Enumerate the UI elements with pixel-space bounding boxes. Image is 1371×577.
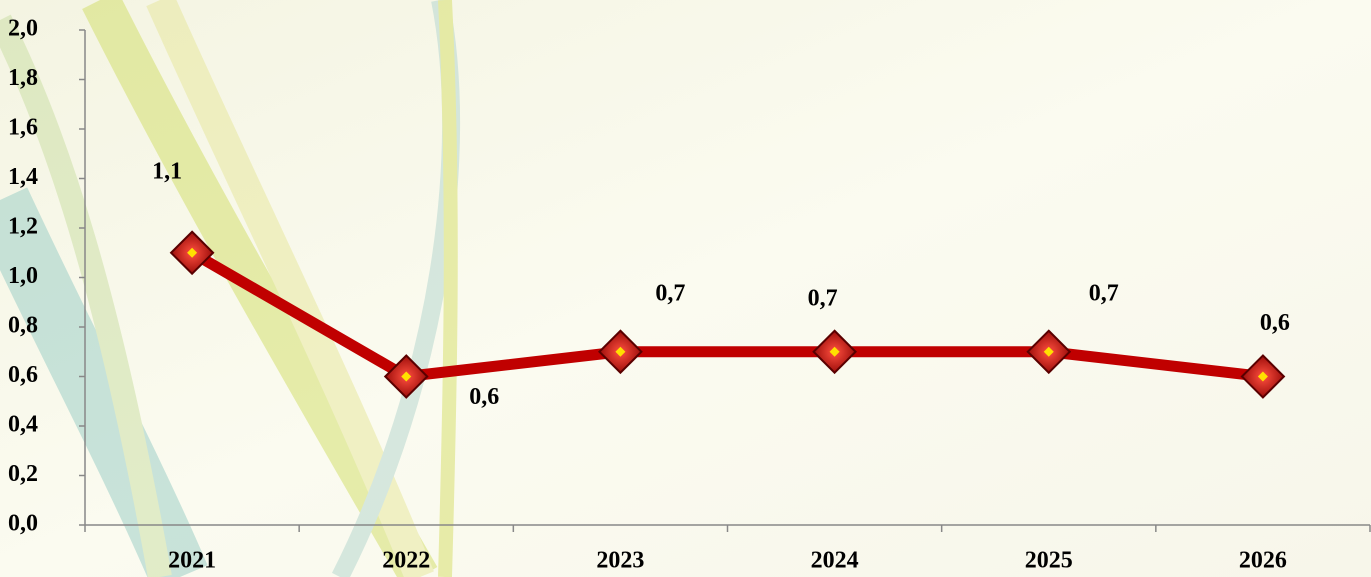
y-tick-label: 0,8 [8,313,38,339]
value-label: 0,6 [1260,310,1290,336]
y-tick-label: 0,4 [8,412,38,438]
marker-center [187,247,198,258]
x-tick-label: 2023 [596,548,644,574]
y-tick-label: 1,8 [8,65,38,91]
marker-center [615,346,626,357]
marker-center [401,371,412,382]
data-line [189,247,1264,382]
x-tick-label: 2024 [811,548,859,574]
value-label: 0,7 [1089,280,1119,306]
y-tick-label: 1,0 [8,263,38,289]
y-tick-label: 1,6 [8,115,38,141]
x-tick-label: 2026 [1239,548,1287,574]
y-tick-label: 1,4 [8,164,38,190]
marker-center [1257,371,1268,382]
y-tick-label: 2,0 [8,16,38,42]
value-label: 0,7 [808,285,838,311]
value-label: 1,1 [152,158,182,184]
marker-center [1043,346,1054,357]
y-tick-label: 0,6 [8,362,38,388]
value-label: 0,7 [655,280,685,306]
x-tick-label: 2025 [1025,548,1073,574]
decoration [0,0,461,577]
x-tick-label: 2022 [382,548,430,574]
y-tick-label: 1,2 [8,214,38,240]
y-tick-label: 0,0 [8,511,38,537]
x-tick-label: 2021 [168,548,216,574]
marker-center [829,346,840,357]
y-tick-label: 0,2 [8,461,38,487]
value-label: 0,6 [469,384,499,410]
